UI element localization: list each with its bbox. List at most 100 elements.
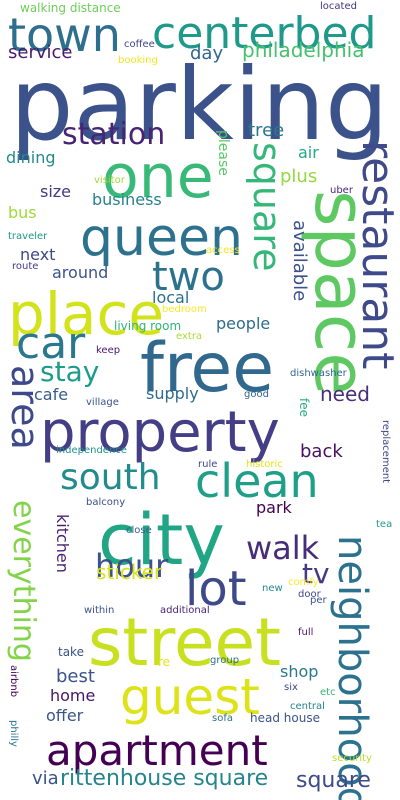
word-security: security <box>332 753 372 764</box>
word-space: space <box>299 190 381 396</box>
word-fee: fee <box>297 398 311 417</box>
word-home: home <box>50 686 96 705</box>
word-property: property <box>40 400 280 465</box>
word-etc: etc <box>320 687 336 698</box>
word-cafe: cafe <box>34 385 69 404</box>
word-next: next <box>20 245 56 264</box>
word-route: route <box>12 261 39 272</box>
word-booking: booking <box>118 55 158 66</box>
word-located: located <box>320 1 357 12</box>
word-keep: keep <box>96 345 121 356</box>
word-group: group <box>210 655 240 666</box>
word-everything: everything <box>6 500 41 662</box>
word-size: size <box>40 182 72 201</box>
word-park: park <box>256 498 292 517</box>
word-supply: supply <box>146 384 199 403</box>
word-replacement: replacement <box>380 420 391 484</box>
word-rittenhouse-square: rittenhouse square <box>60 766 269 791</box>
word-walking-distance: walking distance <box>20 1 121 15</box>
word-village: village <box>86 397 119 408</box>
word-historic: historic <box>246 459 283 470</box>
word-take: take <box>58 645 84 659</box>
word-area: area <box>3 365 47 450</box>
word-air: air <box>298 143 319 162</box>
word-rule: rule <box>198 459 218 470</box>
word-street: street <box>88 604 282 681</box>
word-coffee: coffee <box>124 39 155 50</box>
word-philadelphia: philadelphia <box>242 38 365 62</box>
word-car: car <box>16 318 86 369</box>
word-station: station <box>62 117 166 152</box>
word-per: per <box>310 595 327 606</box>
word-sticker: sticker <box>96 560 163 584</box>
word-plus: plus <box>280 166 318 187</box>
word-people: people <box>216 314 271 333</box>
word-kitchen: kitchen <box>53 514 72 573</box>
word-business: business <box>92 190 162 209</box>
word-independence: independence <box>56 445 127 456</box>
word-head-house: head house <box>250 711 320 725</box>
word-six: six <box>284 682 298 693</box>
word-living-room: living room <box>114 319 182 333</box>
word-additional: additional <box>160 605 210 616</box>
word-central: central <box>290 701 325 712</box>
word-full: full <box>298 627 314 638</box>
word-comfy: comfy <box>288 577 319 588</box>
word-square-vertical: square <box>245 142 289 272</box>
word-stay: stay <box>40 355 100 388</box>
word-clean: clean <box>195 454 319 508</box>
word-within: within <box>84 605 115 616</box>
word-south: south <box>60 457 161 498</box>
word-hour: hour <box>95 547 169 585</box>
word-neighborhood: neighborhood <box>329 535 375 800</box>
word-available: available <box>289 220 310 302</box>
word-square-bottom: square <box>296 768 371 793</box>
word-door: door <box>298 589 321 600</box>
word-place: place <box>8 280 165 348</box>
word-access: access <box>206 245 240 256</box>
word-around: around <box>52 263 109 282</box>
word-two: two <box>152 254 225 300</box>
word-lot: lot <box>185 561 247 617</box>
word-restaurant: restaurant <box>352 140 400 370</box>
word-tv: tv <box>302 557 330 590</box>
word-dining: dining <box>6 148 56 167</box>
word-best: best <box>56 666 95 687</box>
word-free: free <box>140 329 275 408</box>
word-need: need <box>320 382 370 406</box>
word-visitor: visitor <box>94 175 125 186</box>
word-guest: guest <box>120 668 260 726</box>
word-extra: extra <box>176 331 203 342</box>
word-queen: queen <box>80 208 243 268</box>
word-tree: tree <box>248 120 285 141</box>
word-centerbed: centerbed <box>152 8 377 59</box>
word-uber: uber <box>330 185 353 196</box>
word-close: close <box>126 525 152 536</box>
word-please: please <box>215 130 231 176</box>
word-balcony: balcony <box>86 497 126 508</box>
word-bedroom: bedroom <box>162 304 207 315</box>
word-via: via <box>32 768 59 789</box>
word-walk: walk <box>246 529 320 567</box>
word-dishwasher: dishwasher <box>290 368 347 379</box>
word-offer: offer <box>46 706 84 725</box>
word-service: service <box>8 42 73 63</box>
word-apartment: apartment <box>46 726 268 775</box>
word-bus: bus <box>8 203 37 222</box>
word-good: good <box>244 389 269 400</box>
word-one: one <box>102 142 214 212</box>
word-sofa: sofa <box>212 713 233 724</box>
word-day: day <box>190 43 224 64</box>
word-town: town <box>8 8 121 62</box>
word-parking: parking <box>10 46 389 163</box>
word-back: back <box>300 441 343 462</box>
word-tea: tea <box>376 519 393 530</box>
word-local: local <box>152 288 190 307</box>
word-airbnb: airbnb <box>8 665 19 698</box>
word-shop: shop <box>280 662 319 681</box>
word-new: new <box>262 583 283 594</box>
word-philly: philly <box>8 720 19 747</box>
word-city: city <box>98 499 225 581</box>
word-traveler: traveler <box>8 231 48 242</box>
